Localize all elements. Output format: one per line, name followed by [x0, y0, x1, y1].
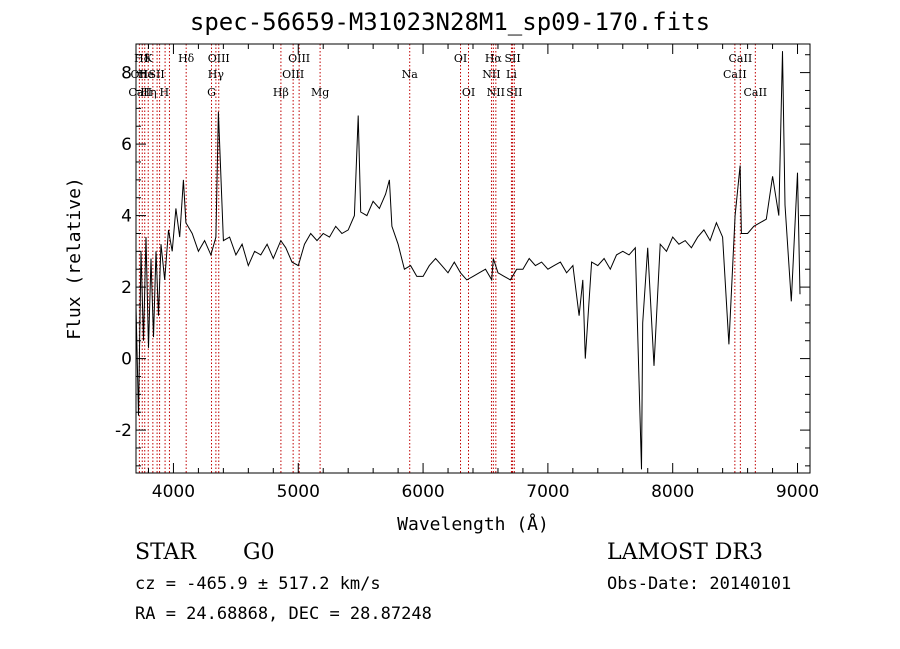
redshift-cz: cz = -465.9 ± 517.2 km/s	[135, 574, 381, 594]
spectral-line-label: G	[207, 86, 216, 99]
spectral-line-label: Hη	[140, 86, 156, 99]
y-tick-label: 2	[121, 278, 132, 298]
chart-title: spec-56659-M31023N28M1_sp09-170.fits	[189, 8, 711, 36]
survey-name: LAMOST DR3	[607, 540, 763, 565]
spectral-line-label: NII	[482, 68, 500, 81]
observation-date: Obs-Date: 20140101	[607, 574, 792, 594]
spectral-line-label: OII	[131, 68, 149, 81]
sky-coordinates: RA = 24.68868, DEC = 28.87248	[135, 604, 432, 624]
object-class: STAR	[135, 540, 196, 565]
spectral-line-label: H	[160, 86, 170, 99]
spectral-line-label: K	[144, 52, 153, 65]
y-tick-label: -2	[115, 421, 132, 441]
spectral-line-label: Li	[506, 68, 517, 81]
y-tick-label: 6	[121, 135, 132, 155]
spectral-line-label: Mg	[311, 86, 329, 99]
spectral-line-label: CaII	[743, 86, 767, 99]
spectral-line-label: CaII	[723, 68, 747, 81]
spectral-line-label: SII	[148, 68, 164, 81]
spectral-line-label: NII	[487, 86, 505, 99]
spectral-line-label: OIII	[208, 52, 230, 65]
y-axis-label: Flux (relative)	[64, 177, 85, 340]
spectral-line-label: SII	[504, 52, 520, 65]
x-axis-label: Wavelength (Å)	[397, 513, 549, 535]
x-tick-label: 9000	[776, 482, 819, 502]
spectral-line-label: CaII	[729, 52, 753, 65]
spectral-line-label: CaII	[128, 86, 152, 99]
spectral-line-label: SII	[506, 86, 522, 99]
x-tick-label: 4000	[152, 482, 195, 502]
y-tick-label: 0	[121, 350, 132, 370]
spectral-line-label: OI	[454, 52, 467, 65]
x-tick-label: 5000	[277, 482, 320, 502]
spectral-line-label: Na	[402, 68, 419, 81]
y-tick-label: 4	[121, 207, 132, 227]
x-tick-label: 8000	[651, 482, 694, 502]
spectral-line-label: OI	[462, 86, 475, 99]
x-tick-label: 6000	[401, 482, 444, 502]
spectral-line-label: Hδ	[178, 52, 195, 65]
spectral-line-label: Hα	[485, 52, 503, 65]
spectral-line-label: Hδ	[134, 52, 151, 65]
spectral-line-label: He	[138, 68, 154, 81]
spectral-line-label: Hβ	[273, 86, 289, 99]
spectrum-series-line	[136, 51, 801, 470]
x-tick-label: 7000	[526, 482, 569, 502]
spectral-line-label: OIII	[288, 52, 310, 65]
object-subclass: G0	[243, 540, 275, 565]
spectral-line-label: Hγ	[208, 68, 225, 81]
plot-frame	[135, 43, 811, 474]
spectral-line-label: OIII	[282, 68, 304, 81]
y-tick-label: 8	[121, 64, 132, 84]
